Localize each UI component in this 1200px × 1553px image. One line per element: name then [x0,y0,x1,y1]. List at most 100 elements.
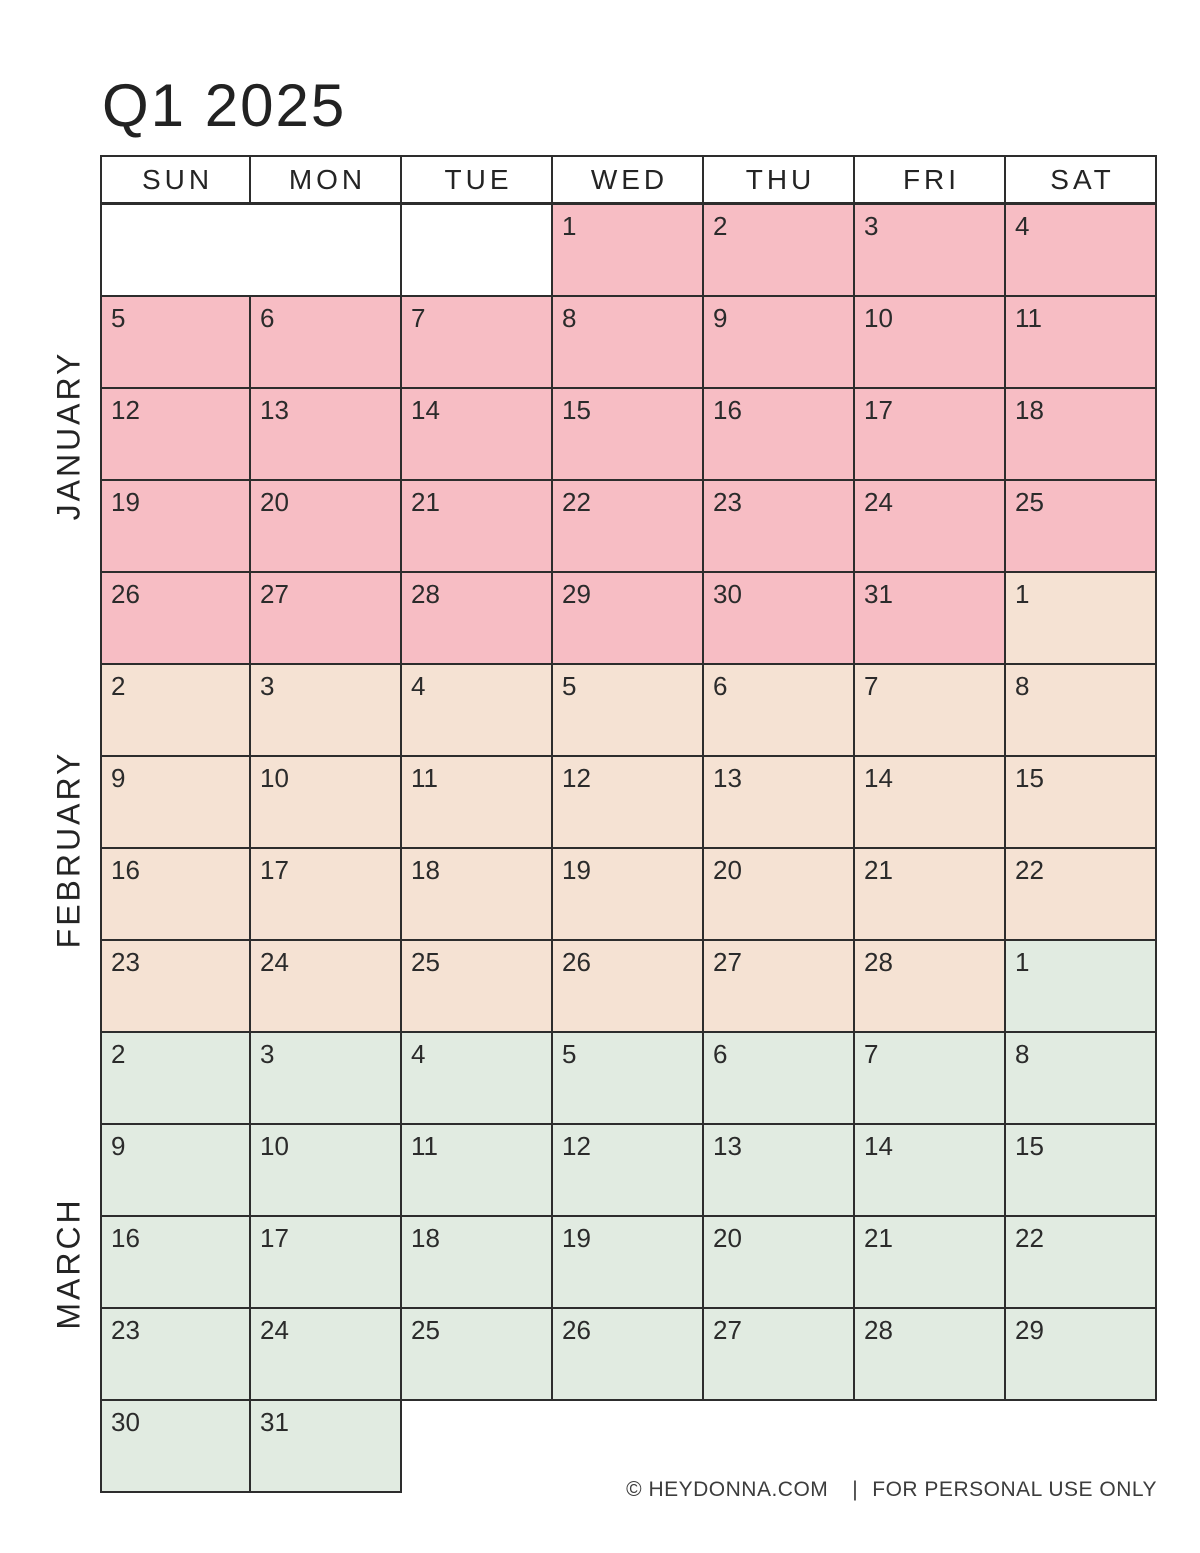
day-cell: 29 [1006,1309,1157,1401]
day-cell: 25 [1006,481,1157,573]
day-cell: 27 [704,1309,855,1401]
day-cell: 24 [251,941,402,1033]
day-cell: 21 [855,1217,1006,1309]
day-cell: 13 [704,1125,855,1217]
page-title: Q1 2025 [102,72,347,139]
footer-usage-notice: FOR PERSONAL USE ONLY [872,1478,1157,1501]
day-cell: 12 [100,389,251,481]
day-cell: 28 [855,1309,1006,1401]
day-cell: 5 [553,1033,704,1125]
day-cell: 16 [100,849,251,941]
day-cell: 11 [1006,297,1157,389]
day-cell: 10 [251,757,402,849]
day-cell: 24 [855,481,1006,573]
weekday-header-tue: TUE [402,155,553,205]
day-cell: 7 [855,1033,1006,1125]
day-cell: 27 [704,941,855,1033]
day-cell: 14 [855,1125,1006,1217]
weekday-header-fri: FRI [855,155,1006,205]
day-cell: 12 [553,757,704,849]
day-cell: 1 [553,205,704,297]
day-cell: 15 [553,389,704,481]
day-cell: 1 [1006,941,1157,1033]
day-cell: 16 [100,1217,251,1309]
month-label-march: MARCH [38,1033,100,1493]
weekday-header-mon: MON [251,155,402,205]
day-cell: 4 [402,665,553,757]
day-cell: 3 [855,205,1006,297]
weekday-header-wed: WED [553,155,704,205]
day-cell: 17 [855,389,1006,481]
day-cell: 31 [251,1401,402,1493]
day-cell: 23 [100,941,251,1033]
weekday-header-sun: SUN [100,155,251,205]
day-cell: 2 [704,205,855,297]
day-cell: 7 [855,665,1006,757]
day-cell: 10 [251,1125,402,1217]
day-cell: 6 [251,297,402,389]
day-cell: 14 [855,757,1006,849]
day-cell: 21 [402,481,553,573]
day-cell: 5 [553,665,704,757]
day-cell: 12 [553,1125,704,1217]
day-cell: 31 [855,573,1006,665]
day-cell: 24 [251,1309,402,1401]
day-cell: 17 [251,1217,402,1309]
day-cell: 23 [100,1309,251,1401]
weekday-header-sat: SAT [1006,155,1157,205]
calendar-grid: SUN MON TUE WED THU FRI SAT 1 2 3 4 5 6 7 8 9 10 1… [100,155,1157,1493]
day-cell: 13 [251,389,402,481]
day-cell: 21 [855,849,1006,941]
day-cell: 16 [704,389,855,481]
day-cell: 6 [704,1033,855,1125]
day-cell: 22 [553,481,704,573]
day-cell: 9 [100,1125,251,1217]
day-cell: 1 [1006,573,1157,665]
day-cell: 9 [100,757,251,849]
day-cell: 17 [251,849,402,941]
footer-divider: | [852,1478,859,1501]
footer-copyright: © HEYDONNA.COM [626,1478,829,1501]
day-cell: 22 [1006,1217,1157,1309]
blank-cell [402,205,553,297]
month-label-january: JANUARY [38,205,100,665]
day-cell: 14 [402,389,553,481]
day-cell: 2 [100,665,251,757]
day-cell: 29 [553,573,704,665]
month-label-january-text: JANUARY [50,350,87,520]
day-cell: 25 [402,941,553,1033]
day-cell: 27 [251,573,402,665]
day-cell: 6 [704,665,855,757]
day-cell: 5 [100,297,251,389]
day-cell: 28 [855,941,1006,1033]
day-cell: 15 [1006,757,1157,849]
day-cell: 18 [1006,389,1157,481]
day-cell: 15 [1006,1125,1157,1217]
day-cell: 28 [402,573,553,665]
month-label-february-text: FEBRUARY [50,750,87,948]
day-cell: 11 [402,757,553,849]
day-cell: 20 [251,481,402,573]
day-cell: 30 [100,1401,251,1493]
day-cell: 26 [553,1309,704,1401]
day-cell: 30 [704,573,855,665]
day-cell: 3 [251,1033,402,1125]
month-label-february: FEBRUARY [38,665,100,1033]
day-cell: 4 [1006,205,1157,297]
day-cell: 25 [402,1309,553,1401]
day-cell: 26 [553,941,704,1033]
month-label-march-text: MARCH [50,1196,87,1330]
day-cell: 3 [251,665,402,757]
day-cell: 22 [1006,849,1157,941]
day-cell: 9 [704,297,855,389]
day-cell: 10 [855,297,1006,389]
footer: © HEYDONNA.COM | FOR PERSONAL USE ONLY [626,1478,1157,1502]
day-cell: 13 [704,757,855,849]
day-cell: 4 [402,1033,553,1125]
day-cell: 20 [704,849,855,941]
day-cell: 8 [1006,665,1157,757]
day-cell: 2 [100,1033,251,1125]
day-cell: 23 [704,481,855,573]
day-cell: 19 [100,481,251,573]
